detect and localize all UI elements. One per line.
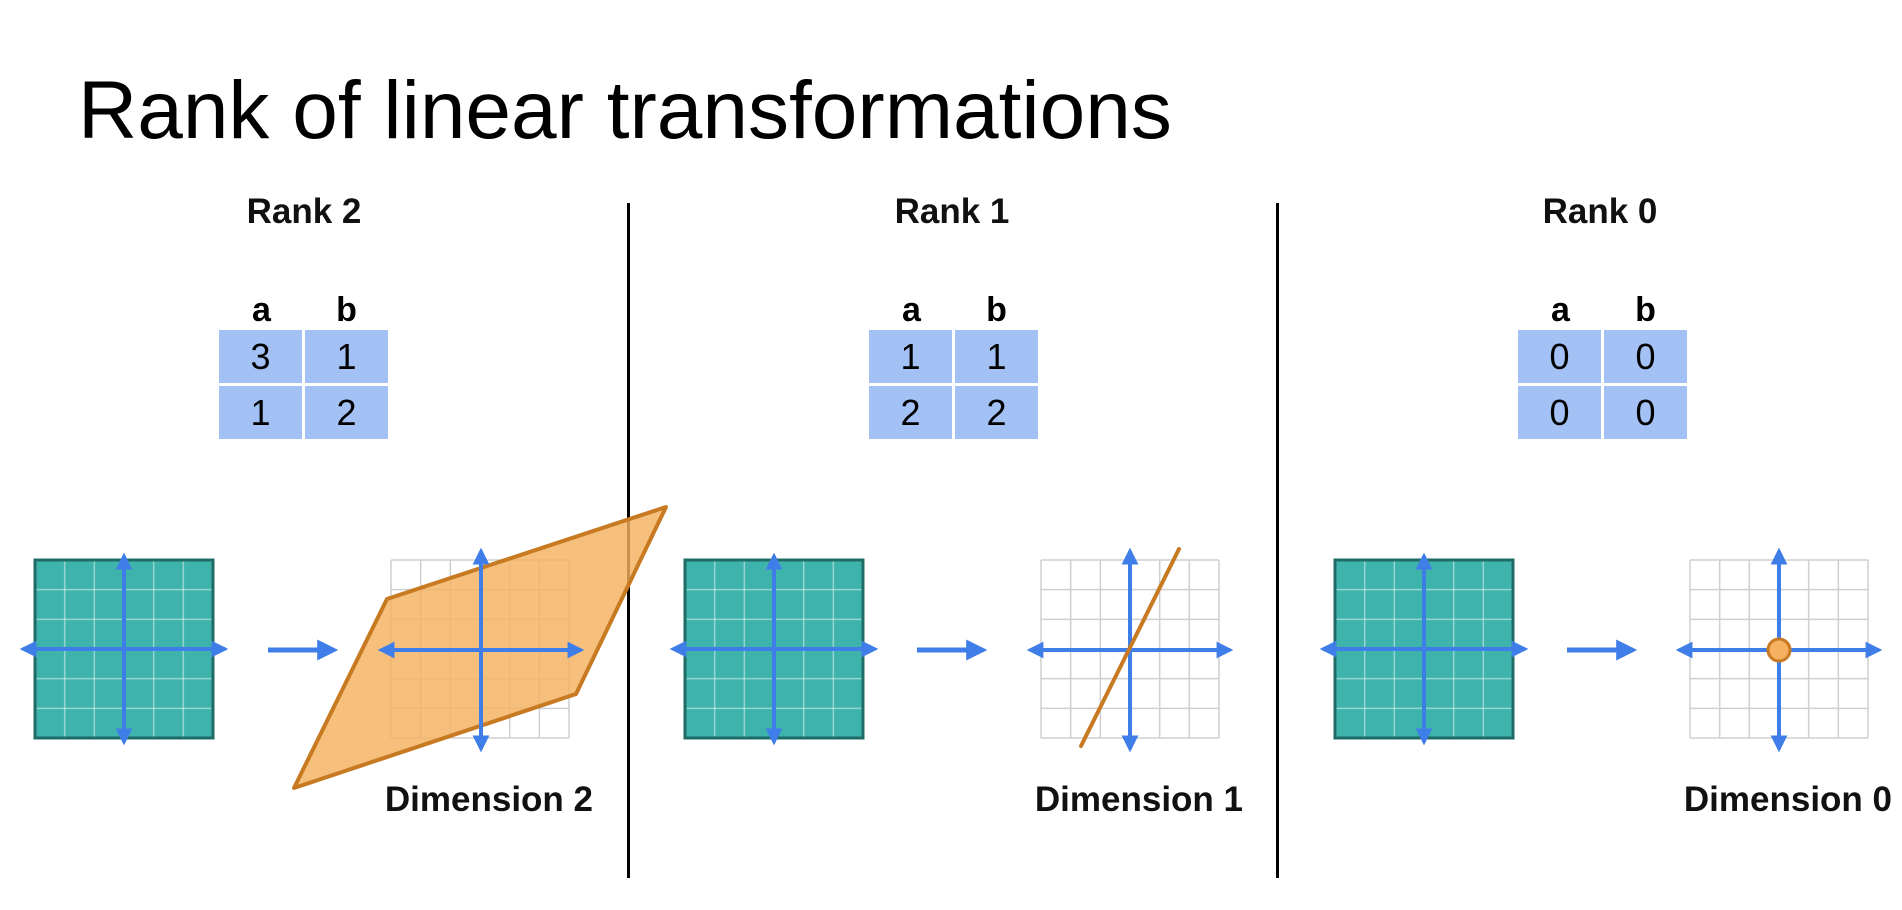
line-image bbox=[1079, 547, 1181, 748]
matrix-cell: 1 bbox=[955, 330, 1038, 383]
matrix-cell: 1 bbox=[869, 330, 952, 383]
matrix-cell: 0 bbox=[1518, 386, 1601, 439]
matrix-header-a: a bbox=[1551, 291, 1570, 329]
rank-2-matrix: a b 3 1 1 2 bbox=[219, 290, 389, 439]
panel-divider-2 bbox=[1276, 203, 1279, 878]
rank-2-label: Rank 2 bbox=[246, 192, 362, 231]
rank-0-source-square-axes bbox=[1319, 552, 1529, 746]
matrix-cell: 1 bbox=[219, 386, 302, 439]
matrix-cell: 3 bbox=[219, 330, 302, 383]
matrix-cell: 0 bbox=[1604, 330, 1687, 383]
matrix-cell: 2 bbox=[869, 386, 952, 439]
matrix-header-a: a bbox=[252, 291, 271, 329]
matrix-cell: 0 bbox=[1518, 330, 1601, 383]
rank-2-target-axes bbox=[377, 547, 585, 753]
rank-2-source-square-axes bbox=[19, 552, 229, 746]
rank-0-label: Rank 0 bbox=[1542, 192, 1658, 231]
matrix-cell: 0 bbox=[1604, 386, 1687, 439]
matrix-cell: 1 bbox=[305, 330, 388, 383]
matrix-cell: 2 bbox=[305, 386, 388, 439]
rank-1-matrix: a b 1 1 2 2 bbox=[869, 290, 1039, 439]
rank-1-label: Rank 1 bbox=[894, 192, 1010, 231]
dimension-2-label: Dimension 2 bbox=[384, 780, 593, 819]
matrix-header-b: b bbox=[336, 291, 357, 329]
matrix-header-b: b bbox=[986, 291, 1007, 329]
page-title: Rank of linear transformations bbox=[78, 65, 1172, 156]
rank-1-source-square-axes bbox=[669, 552, 879, 746]
matrix-cell: 2 bbox=[955, 386, 1038, 439]
point-image bbox=[1766, 637, 1792, 663]
rank-0-matrix: a b 0 0 0 0 bbox=[1518, 290, 1688, 439]
matrix-header-a: a bbox=[902, 291, 921, 329]
dimension-0-label: Dimension 0 bbox=[1683, 780, 1892, 819]
dimension-1-label: Dimension 1 bbox=[1034, 780, 1243, 819]
matrix-header-b: b bbox=[1635, 291, 1656, 329]
